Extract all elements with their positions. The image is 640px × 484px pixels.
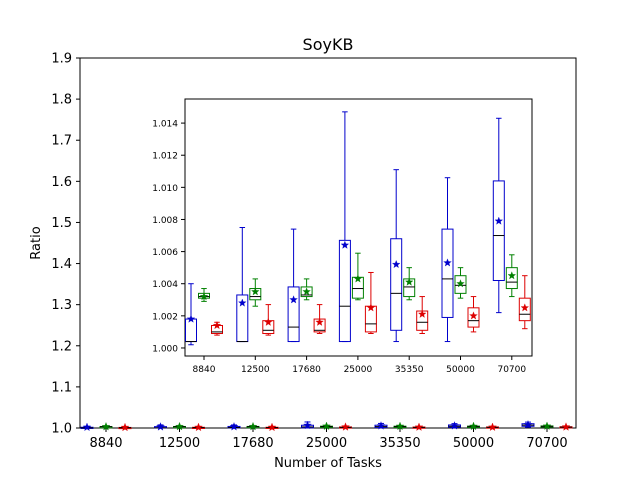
main-box-s2-25000-mean-marker: [341, 422, 350, 431]
inset-y-tick-label: 1.012: [152, 152, 178, 162]
inset-box-s0-17680-mean-marker: [289, 295, 298, 304]
x-tick-label: 8840: [89, 436, 122, 451]
inset-box-s2-12500-mean-marker: [264, 317, 273, 326]
main-box-s0-12500-mean-marker: [156, 422, 165, 431]
y-tick-label: 1.2: [51, 339, 72, 354]
inset-box-s1-17680-box: [300, 286, 313, 298]
inset-box-s1-50000-box: [454, 275, 467, 294]
inset-box-s2-25000-mean-marker: [366, 303, 376, 312]
main-box-s2-50000-mean-marker: [488, 422, 497, 431]
inset-box-s2-8840-mean-marker: [212, 321, 222, 330]
inset-x-tick-label: 12500: [241, 365, 270, 375]
main-box-s1-70700-mean-marker: [542, 421, 552, 430]
main-box-s2-17680-mean-marker: [267, 422, 277, 432]
y-tick-label: 1.7: [51, 134, 72, 149]
inset-box-s1-12500-mean-marker: [251, 287, 260, 296]
main-box-s0-50000-mean-marker: [450, 421, 459, 430]
main-box-s2-70700-mean-marker: [561, 422, 571, 431]
main-box-s2-35350-mean-marker: [414, 422, 424, 431]
inset-y-tick-label: 1.002: [152, 312, 178, 322]
main-box-s1-17680-mean-marker: [248, 421, 258, 431]
inset-y-tick-label: 1.004: [152, 280, 178, 290]
main-box-s0-8840-mean-marker: [82, 422, 92, 432]
x-tick-label: 50000: [453, 436, 494, 451]
inset-x-tick-label: 8840: [193, 365, 216, 375]
main-box-s0-17680-mean-marker: [229, 422, 239, 431]
x-tick-label: 35350: [379, 436, 420, 451]
y-tick-label: 1.0: [51, 422, 72, 437]
inset-box-s0-70700-box: [492, 180, 505, 282]
x-tick-label: 17680: [232, 436, 273, 451]
inset-box-s0-25000-mean-marker: [340, 240, 350, 249]
inset-x-tick-label: 70700: [497, 365, 526, 375]
inset-y-tick-label: 1.014: [152, 120, 178, 130]
inset-x-tick-label: 50000: [446, 365, 475, 375]
x-tick-label: 70700: [526, 436, 567, 451]
inset-plot: 1.000 1.002 1.004 1.006 1.008 1.010 1.012 1.014…: [152, 98, 533, 375]
y-tick-label: 1.5: [51, 216, 72, 231]
inset-box-s0-25000-box: [338, 239, 351, 343]
y-tick-label: 1.3: [51, 298, 72, 313]
inset-box-s0-50000-mean-marker: [443, 258, 452, 267]
y-tick-label: 1.4: [51, 257, 72, 272]
inset-box-s2-50000-box: [467, 307, 480, 328]
inset-box-s2-50000-mean-marker: [469, 311, 478, 320]
inset-box-s2-70700-box: [518, 297, 531, 322]
inset-box-s0-50000-box: [441, 228, 454, 318]
inset-box-s1-70700-box: [505, 267, 518, 290]
main-box-s0-35350-mean-marker: [376, 421, 386, 430]
main-box-s1-50000-mean-marker: [469, 421, 478, 431]
main-box-s0-25000-mean-marker: [303, 420, 312, 430]
main-box-s0-70700-mean-marker: [523, 420, 533, 429]
inset-x-tick-label: 17680: [292, 365, 321, 375]
inset-box-s1-50000-mean-marker: [456, 279, 465, 288]
x-tick-label: 25000: [306, 436, 347, 451]
main-box-s2-12500-mean-marker: [194, 422, 203, 432]
inset-box-s1-70700-mean-marker: [507, 271, 517, 280]
inset-box-s0-17680-box: [287, 286, 300, 343]
inset-x-tick-label: 25000: [344, 365, 373, 375]
y-tick-label: 1.9: [51, 52, 72, 67]
x-tick-label: 12500: [159, 436, 200, 451]
inset-box-s2-70700-mean-marker: [520, 303, 530, 312]
inset-box-s2-17680-mean-marker: [315, 317, 324, 326]
main-box-s1-25000-mean-marker: [322, 421, 331, 430]
inset-box-s0-35350-box: [390, 238, 403, 331]
inset-y-tick-label: 1.000: [152, 344, 178, 354]
inset-box-s1-25000-mean-marker: [353, 274, 363, 283]
main-box-s1-35350-mean-marker: [395, 421, 405, 431]
inset-box-s1-35350-mean-marker: [404, 277, 414, 286]
main-box-s1-12500-mean-marker: [175, 421, 184, 431]
inset-box-s2-35350-mean-marker: [417, 309, 427, 318]
inset-y-tick-label: 1.010: [152, 184, 178, 194]
y-tick-label: 1.6: [51, 175, 72, 190]
inset-x-tick-label: 35350: [395, 365, 424, 375]
inset-y-tick-label: 1.008: [152, 216, 178, 226]
y-axis-label: Ratio: [29, 226, 44, 259]
inset-y-tick-label: 1.006: [152, 248, 178, 258]
inset-box-s1-8840-mean-marker: [199, 292, 209, 301]
inset-box-s0-12500-mean-marker: [238, 298, 247, 307]
main-box-s1-8840-mean-marker: [101, 422, 111, 431]
chart-title: SoyKB: [303, 35, 354, 54]
inset-box-s1-17680-mean-marker: [302, 287, 311, 296]
y-tick-label: 1.8: [51, 93, 72, 108]
main-box-s2-8840-mean-marker: [120, 422, 130, 432]
x-axis-label: Number of Tasks: [274, 456, 382, 471]
y-tick-label: 1.1: [51, 380, 72, 395]
inset-box-s0-8840-mean-marker: [186, 314, 196, 323]
inset-box-s0-35350-mean-marker: [391, 260, 401, 269]
inset-box-s0-70700-mean-marker: [494, 216, 504, 225]
